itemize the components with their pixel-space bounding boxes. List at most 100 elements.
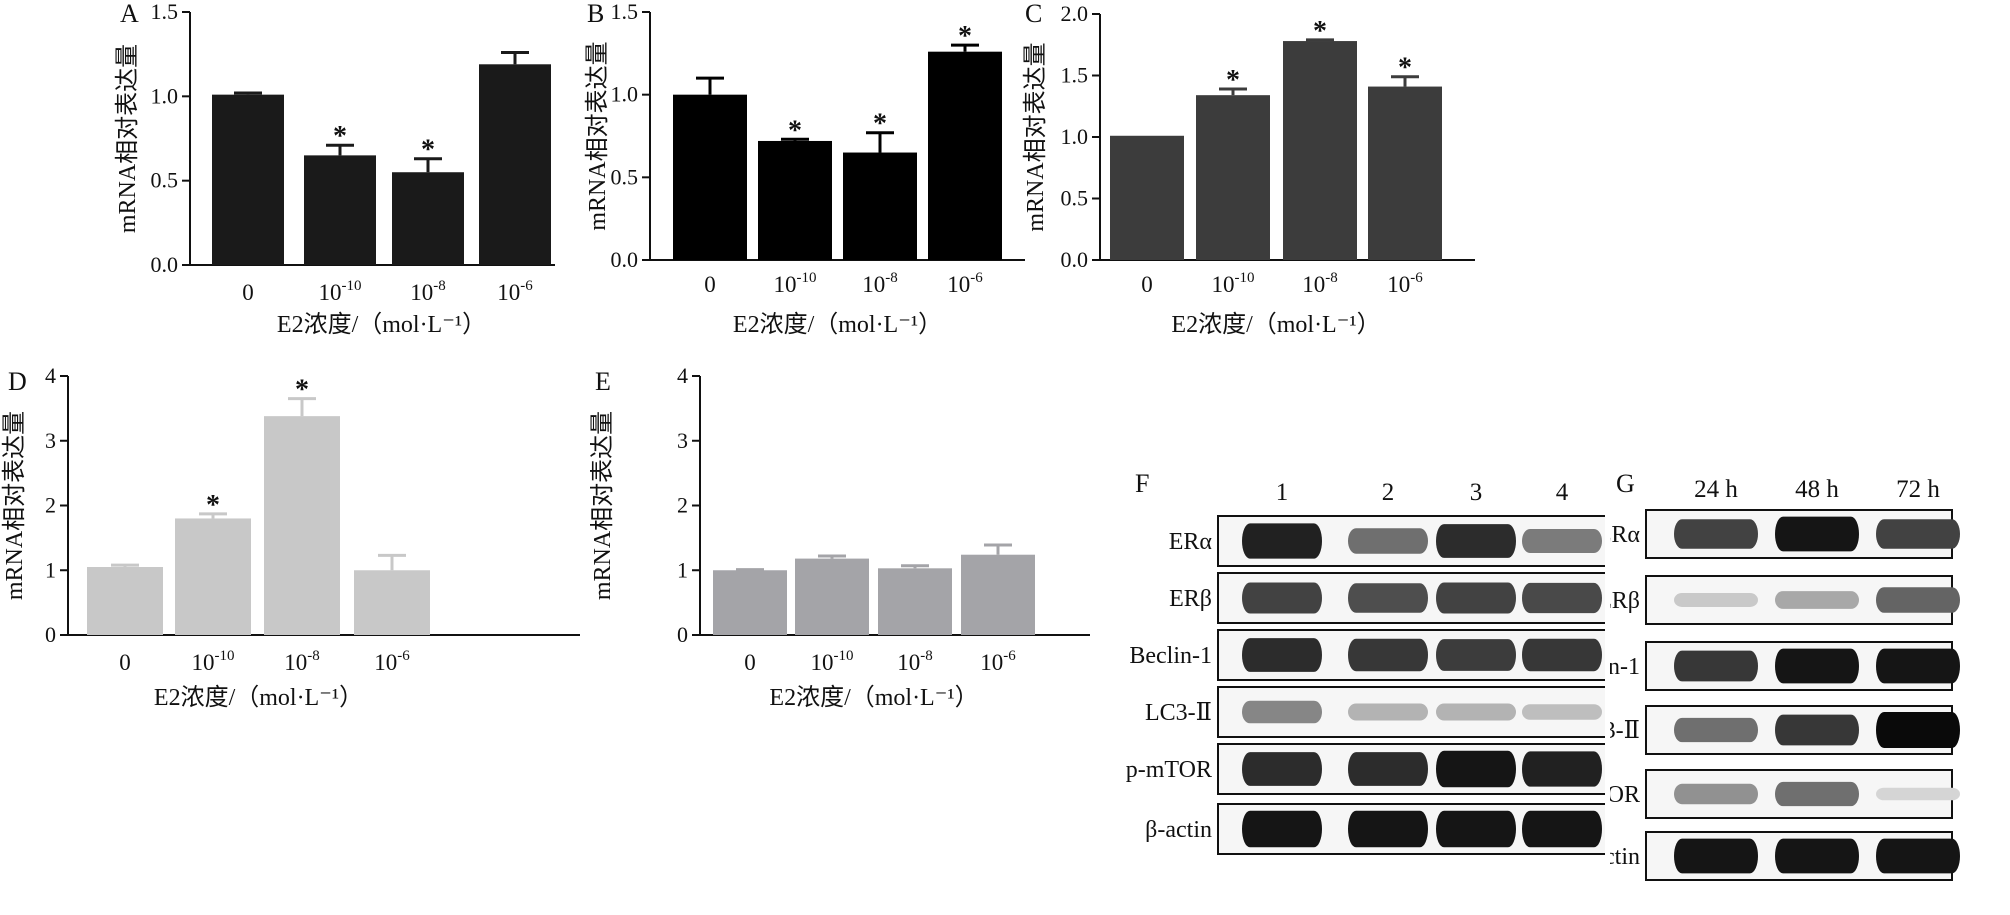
- x-tick-label: 10-8: [862, 270, 898, 297]
- panel-label: B: [587, 0, 604, 28]
- panel-label: A: [120, 0, 139, 28]
- bar: [961, 554, 1035, 635]
- x-tick-label: 10-6: [497, 278, 533, 305]
- significance-star: *: [333, 121, 347, 152]
- blot-band: [1674, 650, 1758, 682]
- y-tick-label: 0: [45, 622, 56, 647]
- bar: [795, 558, 869, 635]
- x-tick-label: 10-6: [374, 648, 410, 675]
- x-axis-label: E2浓度/（mol·L⁻¹）: [154, 684, 363, 711]
- blot-band: [1775, 838, 1859, 874]
- x-axis-label: E2浓度/（mol·L⁻¹）: [769, 684, 978, 711]
- x-axis-label: E2浓度/（mol·L⁻¹）: [733, 311, 942, 338]
- significance-star: *: [873, 109, 887, 140]
- blot-band: [1348, 703, 1428, 721]
- significance-star: *: [206, 490, 220, 521]
- y-tick-label: 3: [45, 428, 56, 453]
- x-tick-label: 10-10: [811, 648, 854, 675]
- bar: [175, 518, 251, 635]
- blot-band: [1242, 810, 1322, 848]
- bar: [264, 416, 340, 635]
- y-tick-label: 0.0: [151, 252, 179, 277]
- blot-band: [1522, 638, 1602, 672]
- lane-label: 2: [1382, 479, 1395, 506]
- panel-label: G: [1616, 469, 1635, 498]
- blot-band: [1436, 750, 1516, 788]
- y-tick-label: 1: [45, 557, 56, 582]
- blot-band: [1876, 587, 1960, 613]
- blot-band: [1348, 583, 1428, 613]
- y-tick-label: 4: [677, 363, 688, 388]
- bar: [1196, 95, 1270, 261]
- x-tick-label: 10-10: [774, 270, 817, 297]
- bar: [212, 94, 284, 265]
- blot-band: [1876, 838, 1960, 874]
- y-tick-label: 2: [677, 493, 688, 518]
- blot-band: [1242, 700, 1322, 724]
- y-tick-label: 2.0: [1061, 1, 1089, 26]
- y-tick-label: 0.5: [1061, 186, 1089, 211]
- blot-band: [1242, 523, 1322, 559]
- blot-row-label: ERβ: [1169, 586, 1212, 612]
- bar: [392, 172, 464, 265]
- x-tick-label: 10-10: [192, 648, 235, 675]
- y-tick-label: 4: [45, 363, 56, 388]
- bar: [1110, 135, 1184, 260]
- x-tick-label: 10-6: [1387, 270, 1423, 297]
- blot-band: [1775, 781, 1859, 807]
- bar: [843, 152, 917, 260]
- blot-band: [1876, 519, 1960, 549]
- y-tick-label: 1.0: [611, 82, 639, 107]
- y-tick-label: 1.5: [1061, 63, 1089, 88]
- western-blot-f: F 1 2 3 4 ERα ERβ Beclin-1 LC3-Ⅱ p-mTOR β-actin: [1126, 469, 1605, 855]
- bar: [87, 567, 163, 635]
- blot-band: [1242, 638, 1322, 672]
- blot-band: [1674, 717, 1758, 743]
- blot-row-label: Beclin-1: [1129, 643, 1212, 669]
- lane-label: 4: [1556, 479, 1569, 506]
- y-tick-label: 1.0: [1061, 124, 1089, 149]
- x-tick-label: 10-6: [980, 648, 1016, 675]
- blot-band: [1674, 838, 1758, 874]
- bar: [878, 568, 952, 635]
- blot-band: [1242, 582, 1322, 614]
- y-tick-label: 0.0: [1061, 247, 1089, 272]
- x-axis-label: E2浓度/（mol·L⁻¹）: [1171, 311, 1380, 338]
- significance-star: *: [1398, 53, 1412, 84]
- x-tick-label: 0: [1141, 272, 1153, 297]
- blot-band: [1348, 528, 1428, 554]
- blot-band: [1348, 810, 1428, 848]
- blot-band: [1348, 752, 1428, 786]
- bar: [304, 155, 376, 265]
- y-tick-label: 0.5: [611, 164, 639, 189]
- bar: [928, 51, 1002, 261]
- x-tick-label: 10-6: [947, 270, 983, 297]
- bar: [713, 570, 787, 635]
- bar-chart-a: A 0.0 0.5 1.0 1.5 mRNA相对表达量 0 * 10-10 * 10-8 10-6 E2…: [114, 0, 555, 338]
- blot-row-label: LC3-Ⅱ: [1145, 700, 1212, 726]
- significance-star: *: [958, 21, 972, 52]
- blot-band: [1436, 639, 1516, 671]
- blot-row-label: p-mTOR: [1610, 782, 1640, 808]
- bar: [758, 140, 832, 260]
- blot-band: [1522, 810, 1602, 848]
- blot-row-label: LC3-Ⅱ: [1610, 718, 1640, 744]
- significance-star: *: [1313, 16, 1327, 47]
- y-axis-label: mRNA相对表达量: [114, 44, 141, 233]
- western-blot-g: G 24 h 48 h 72 h ERα ERβ Beclin-1 LC3-Ⅱ p-mTOR β-…: [1610, 469, 1960, 881]
- blot-band: [1876, 712, 1960, 748]
- x-tick-label: 0: [242, 280, 254, 305]
- bar: [1283, 41, 1357, 261]
- bar-chart-c: C 0.0 0.5 1.0 1.5 2.0 mRNA相对表达量 0 * 10-10 * 10-8 * 10…: [1022, 0, 1475, 338]
- lane-label: 1: [1276, 479, 1289, 506]
- y-tick-label: 2: [45, 493, 56, 518]
- x-tick-label: 0: [119, 650, 131, 675]
- y-tick-label: 1: [677, 557, 688, 582]
- y-tick-label: 0.5: [151, 168, 179, 193]
- y-axis-label: mRNA相对表达量: [584, 41, 611, 230]
- x-tick-label: 0: [744, 650, 756, 675]
- y-tick-label: 1.0: [151, 83, 179, 108]
- y-tick-label: 1.5: [151, 0, 179, 24]
- y-axis-label: mRNA相对表达量: [1022, 42, 1049, 231]
